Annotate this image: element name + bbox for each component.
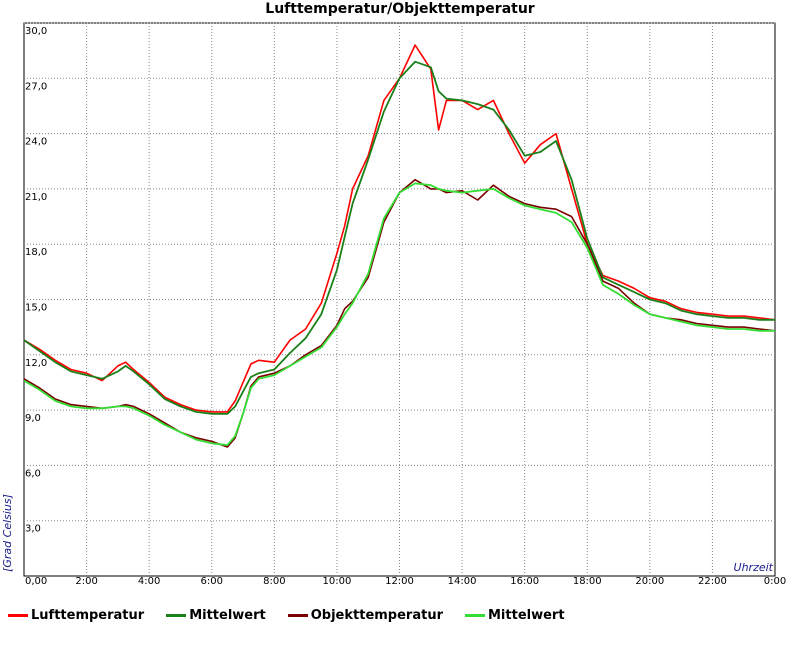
legend-swatch [8, 614, 28, 617]
y-tick-label: 27,0 [25, 81, 47, 92]
series-lines [23, 44, 776, 448]
x-tick-label: 20:00 [635, 576, 664, 587]
x-tick-label: 4:00 [138, 576, 160, 587]
y-tick-label: 24,0 [25, 137, 47, 148]
series-line-2 [23, 178, 776, 448]
x-axis-label: Uhrzeit [734, 561, 774, 574]
legend-label: Mittelwert [189, 608, 266, 623]
legend-swatch [465, 614, 485, 617]
x-tick-label: 2:00 [75, 576, 97, 587]
y-tick-label: 21,0 [25, 192, 47, 203]
x-tick-label: 0,00 [25, 576, 47, 587]
y-tick-label: 6,0 [25, 468, 41, 479]
legend-label: Mittelwert [488, 608, 565, 623]
chart-title: Lufttemperatur/Objekttemperatur [265, 1, 535, 17]
x-tick-label: 16:00 [510, 576, 539, 587]
legend-item: Mittelwert [166, 608, 266, 623]
y-tick-label: 12,0 [25, 358, 47, 369]
x-tick-label: 6:00 [201, 576, 223, 587]
x-tick-label: 22:00 [698, 576, 727, 587]
x-tick-label: 14:00 [448, 576, 477, 587]
chart: Lufttemperatur/Objekttemperatur 3,0 6,0 9,… [1, 1, 786, 587]
y-tick-label: 18,0 [25, 247, 47, 258]
y-axis-label: [Grad Celsius] [1, 494, 14, 572]
series-line-0 [23, 44, 776, 413]
x-axis-ticks: 0,00 2:00 4:00 6:00 8:00 10:00 12:00 14:00 16:00… [25, 576, 786, 587]
grid [23, 22, 776, 577]
legend-swatch [166, 614, 187, 617]
x-tick-label: 10:00 [323, 576, 352, 587]
series-line-3 [23, 182, 775, 447]
legend-swatch [287, 614, 308, 617]
legend-label: Lufttemperatur [31, 608, 145, 623]
y-tick-label: 9,0 [25, 413, 41, 424]
y-tick-label: 30,0 [25, 26, 47, 37]
legend: Lufttemperatur Mittelwert Objekttemperatur… [8, 608, 587, 623]
x-tick-label: 12:00 [385, 576, 414, 587]
x-tick-label: 18:00 [573, 576, 602, 587]
series-line-1 [23, 60, 775, 415]
legend-item: Objekttemperatur [287, 608, 443, 623]
legend-item: Mittelwert [465, 608, 565, 623]
legend-item: Lufttemperatur [8, 608, 144, 623]
legend-label: Objekttemperatur [310, 608, 443, 623]
y-tick-label: 15,0 [25, 303, 47, 314]
x-tick-label: 0:00 [764, 576, 786, 587]
y-tick-label: 3,0 [25, 524, 41, 535]
x-tick-label: 8:00 [263, 576, 285, 587]
y-axis-ticks: 3,0 6,0 9,0 12,0 15,0 18,0 21,0 24,0 27,0 30,0 [25, 26, 47, 535]
